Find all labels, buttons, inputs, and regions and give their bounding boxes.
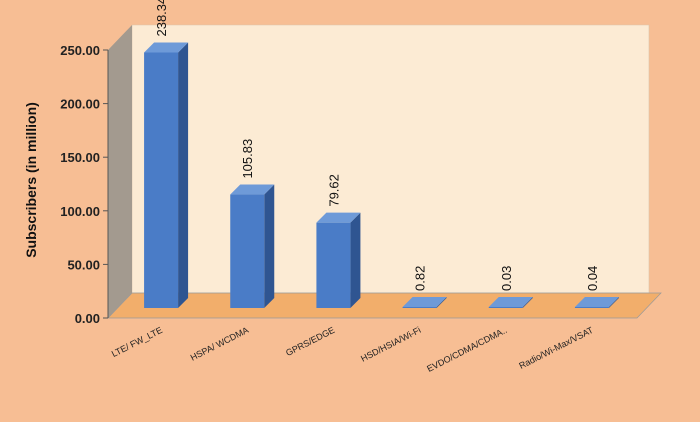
bar — [316, 212, 361, 308]
back-wall — [131, 24, 650, 294]
bar-value-label: 238.34 — [154, 0, 169, 36]
category-label: EVDO/CDMA/CDMA.. — [425, 325, 508, 374]
y-axis: 0.00 50.00 100.00 150.00 200.00 250.00 — [60, 43, 109, 326]
category-label: HSPA/ WCDMA — [189, 325, 250, 363]
category-label: HSD/HSIA/Wi-Fi — [359, 325, 422, 364]
y-tick-label: 150.00 — [60, 150, 100, 165]
category-label: LTE/ FW_LTE — [110, 325, 164, 359]
bar-value-label: 0.04 — [585, 266, 600, 291]
y-axis-title: Subscribers (in million) — [23, 102, 39, 258]
bar — [488, 297, 533, 308]
bars: 238.34 105.83 79.62 0.82 0.03 0.04 — [144, 0, 619, 309]
bar-value-label: 105.83 — [240, 139, 255, 179]
y-tick-label: 0.00 — [75, 311, 100, 326]
y-tick-label: 50.00 — [67, 257, 100, 272]
y-tick-label: 250.00 — [60, 43, 100, 58]
category-label: GPRS/EDGE — [284, 325, 336, 358]
bar-value-label: 0.82 — [413, 266, 428, 291]
y-tick-label: 100.00 — [60, 204, 100, 219]
category-label: Radio/Wi-Max/VSAT — [517, 325, 595, 371]
y-tick-label: 200.00 — [60, 97, 100, 112]
bar — [144, 42, 189, 309]
x-axis-labels: LTE/ FW_LTE HSPA/ WCDMA GPRS/EDGE HSD/HSIA/… — [110, 325, 595, 374]
bar-value-label: 0.03 — [499, 266, 514, 291]
bar-value-label: 79.62 — [326, 174, 341, 207]
bar — [574, 297, 619, 308]
bar — [230, 184, 275, 308]
chart-walls — [107, 24, 662, 319]
bar — [402, 297, 447, 308]
side-wall — [108, 25, 132, 318]
